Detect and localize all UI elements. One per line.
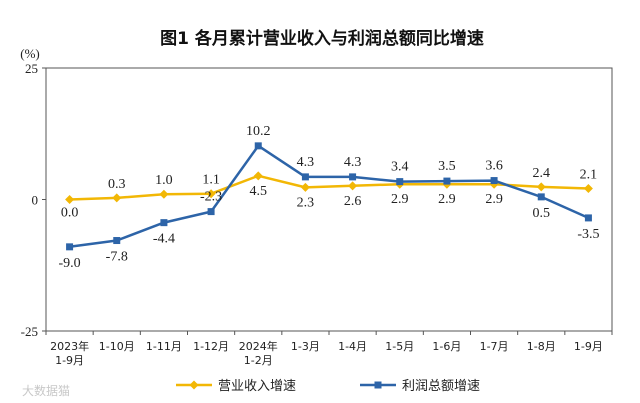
revenue-data-label: 2.9 xyxy=(485,192,503,207)
revenue-data-label: 2.6 xyxy=(344,194,362,209)
series-line-1 xyxy=(69,144,589,249)
y-axis-unit: (%) xyxy=(20,46,40,61)
legend-label-0: 营业收入增速 xyxy=(218,379,296,394)
series-1-point xyxy=(396,178,404,186)
x-tick-label: 1-7月 xyxy=(480,340,509,353)
revenue-data-label: 2.1 xyxy=(580,167,598,182)
series-1-point xyxy=(443,177,451,185)
series-0-point xyxy=(583,183,593,193)
profit-data-label: -3.5 xyxy=(577,227,599,242)
series-1-point xyxy=(584,214,592,222)
y-tick-label: -25 xyxy=(21,324,38,339)
revenue-data-label: 4.5 xyxy=(250,184,268,199)
profit-data-label: 3.5 xyxy=(438,159,456,174)
profit-data-label: -9.0 xyxy=(58,256,80,271)
x-tick-label: 1-9月 xyxy=(574,340,603,353)
series-1-point xyxy=(160,219,168,227)
profit-data-label: -7.8 xyxy=(106,250,128,265)
x-tick-label: 1-8月 xyxy=(527,340,556,353)
profit-data-label: 10.2 xyxy=(246,124,271,139)
series-0-point xyxy=(65,195,75,204)
profit-data-label: -2.3 xyxy=(200,190,222,205)
x-tick-label: 1-3月 xyxy=(291,340,320,353)
x-tick-label: 2024年 1-2月 xyxy=(239,339,278,367)
revenue-data-label: 0.3 xyxy=(108,177,126,192)
series-0-point xyxy=(206,189,216,199)
x-tick-label: 1-5月 xyxy=(385,340,414,353)
series-0-point xyxy=(300,182,310,192)
series-1-point xyxy=(349,173,357,181)
x-tick-label: 1-11月 xyxy=(146,340,182,353)
revenue-data-label: 2.4 xyxy=(533,166,551,181)
profit-data-label: 0.5 xyxy=(533,206,551,221)
series-0-point xyxy=(348,181,358,191)
x-tick-label: 1-4月 xyxy=(338,340,367,353)
x-tick-label: 1-12月 xyxy=(193,340,229,353)
revenue-data-label: 1.0 xyxy=(155,173,173,188)
legend-marker-0 xyxy=(189,380,199,390)
revenue-data-label: 1.1 xyxy=(202,173,220,188)
series-1-point xyxy=(301,173,309,181)
x-tick-label: 1-10月 xyxy=(99,340,135,353)
profit-data-label: 3.6 xyxy=(485,159,503,174)
legend-marker-1 xyxy=(374,381,382,389)
series-0-point xyxy=(112,193,122,203)
x-tick-label: 2023年 1-9月 xyxy=(50,339,89,367)
series-0-point xyxy=(253,171,263,181)
series-1-point xyxy=(254,142,262,150)
revenue-data-label: 0.0 xyxy=(61,206,79,221)
watermark: 大数据猫 xyxy=(22,383,70,398)
series-1-point xyxy=(207,208,215,216)
revenue-data-label: 2.3 xyxy=(297,195,315,210)
profit-data-label: 3.4 xyxy=(391,160,409,175)
y-tick-label: 25 xyxy=(25,61,38,76)
profit-data-label: -4.4 xyxy=(153,232,175,247)
series-0-point xyxy=(536,182,546,192)
series-0-point xyxy=(159,189,169,199)
profit-data-label: 4.3 xyxy=(297,155,315,170)
y-tick-label: 0 xyxy=(32,193,39,208)
plot-frame xyxy=(45,67,613,332)
series-1-point xyxy=(66,243,74,251)
revenue-data-label: 2.9 xyxy=(438,192,456,207)
revenue-data-label: 2.9 xyxy=(391,192,409,207)
series-1-point xyxy=(490,177,498,185)
profit-data-label: 4.3 xyxy=(344,155,362,170)
chart-title: 图1 各月累计营业收入与利润总额同比增速 xyxy=(160,28,484,49)
series-line-0 xyxy=(69,174,589,201)
series-1-point xyxy=(537,193,545,201)
x-tick-label: 1-6月 xyxy=(432,340,461,353)
legend-label-1: 利润总额增速 xyxy=(402,379,480,394)
series-1-point xyxy=(113,237,121,245)
